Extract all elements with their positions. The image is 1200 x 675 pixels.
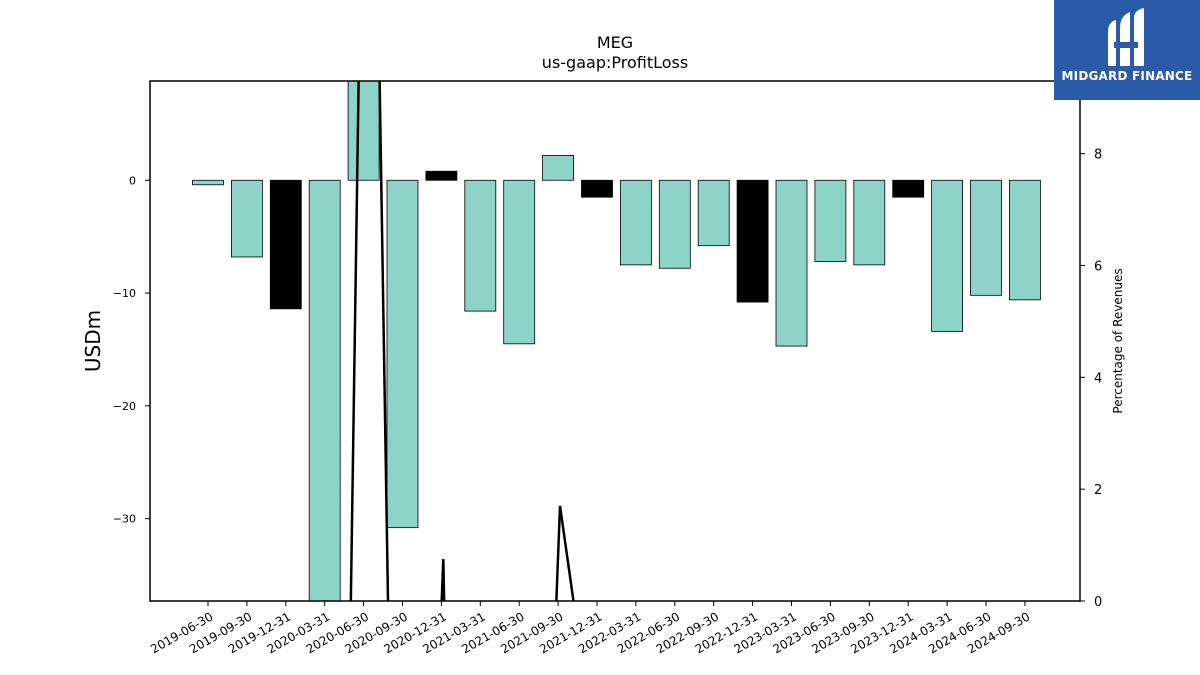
y2-tick-label: 2	[1094, 483, 1102, 498]
bar-2022-09-30	[697, 179, 730, 247]
y-tick-label: −10	[113, 287, 136, 300]
midgard-finance-logo: MIDGARD FINANCE	[1054, 0, 1200, 100]
logo-text: MIDGARD FINANCE	[1061, 69, 1193, 83]
bar-2019-06-30	[192, 179, 224, 186]
bar-2020-06-30	[347, 81, 380, 181]
y2-tick-label: 8	[1094, 148, 1102, 163]
bar-2023-12-31	[892, 179, 925, 198]
bar-2021-06-30	[503, 179, 536, 345]
y-axis-label: USDm	[81, 310, 105, 372]
bar-2022-06-30	[658, 179, 691, 269]
y2-axis-label: Percentage of Revenues	[1111, 268, 1125, 413]
plot-frame	[149, 80, 1081, 602]
bar-2022-03-31	[620, 179, 652, 266]
y-axis-right: 0 2 4 6 8	[1080, 148, 1102, 610]
chart-title: MEG	[597, 33, 633, 52]
y-tick-label: −30	[113, 513, 136, 526]
bar-2021-09-30	[542, 155, 574, 181]
bar-2023-06-30	[814, 179, 847, 262]
bar-2019-09-30	[230, 179, 263, 258]
midgard-logo-icon	[1108, 8, 1144, 66]
x-axis: 2019-06-302019-09-302019-12-312020-03-31…	[148, 601, 1032, 656]
bar-2021-03-31	[464, 179, 497, 312]
revenue-percentage-polyline	[349, 81, 575, 601]
y-tick-label: 0	[129, 174, 136, 187]
bar-2023-09-30	[853, 179, 886, 266]
bar-series	[192, 81, 1041, 601]
bar-2023-03-31	[775, 179, 808, 347]
y2-tick-label: 4	[1094, 371, 1102, 386]
bar-2024-03-31	[931, 179, 963, 332]
bar-2024-06-30	[970, 179, 1002, 296]
y2-tick-label: 6	[1094, 260, 1102, 275]
revenue-percentage-line	[349, 81, 575, 601]
bar-2024-09-30	[1009, 179, 1041, 301]
bar-2020-12-31	[425, 170, 458, 181]
bar-2022-12-31	[736, 179, 769, 303]
bar-2019-12-31	[269, 179, 302, 310]
bar-2021-12-31	[581, 179, 613, 198]
y2-tick-label: 0	[1094, 595, 1102, 610]
bar-2020-03-31	[308, 179, 341, 601]
bar-2020-09-30	[386, 179, 419, 529]
chart-subtitle: us-gaap:ProfitLoss	[542, 53, 688, 72]
y-axis-left: −30 −20 −10 0	[113, 174, 150, 526]
y-tick-label: −20	[113, 400, 136, 413]
